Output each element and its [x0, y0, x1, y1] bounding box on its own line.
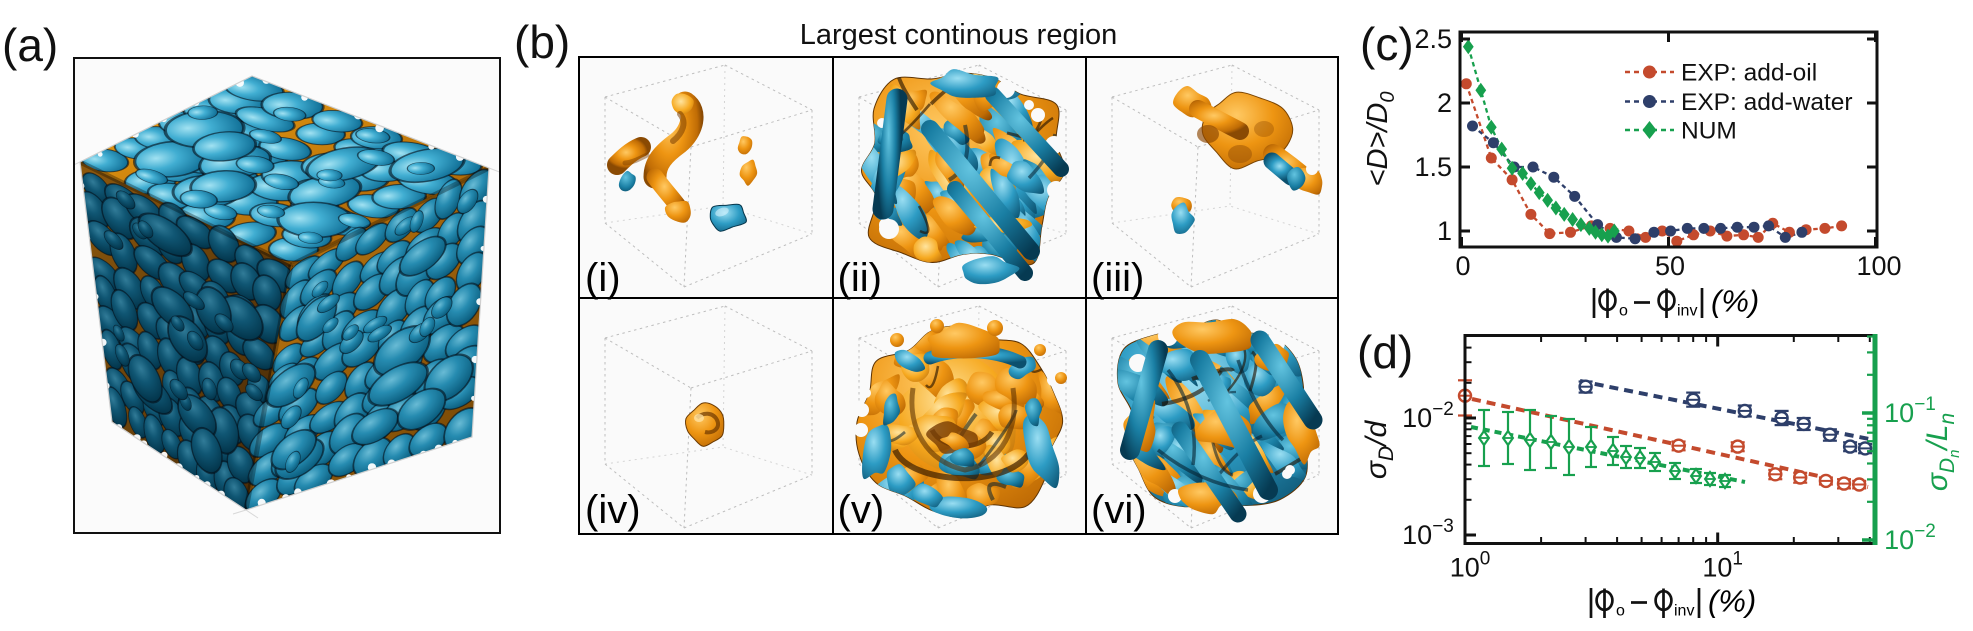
svg-text:inv: inv: [1674, 603, 1694, 620]
svg-text:(d): (d): [1357, 326, 1413, 378]
svg-text:o: o: [1619, 303, 1628, 320]
svg-text:10−1: 10−1: [1884, 394, 1936, 428]
svg-text:50: 50: [1655, 251, 1685, 281]
svg-text:2: 2: [1437, 88, 1452, 118]
svg-text:(%): (%): [1708, 584, 1756, 619]
svg-text:2.5: 2.5: [1414, 24, 1452, 54]
svg-text:(%): (%): [1711, 284, 1759, 319]
svg-text:σDn/Ln: σDn/Ln: [1921, 413, 1963, 491]
svg-text:10−2: 10−2: [1402, 399, 1454, 433]
svg-text:10−3: 10−3: [1402, 516, 1454, 550]
svg-text:NUM: NUM: [1681, 118, 1737, 145]
svg-text:1: 1: [1437, 216, 1452, 246]
svg-text:101: 101: [1702, 549, 1743, 583]
svg-text:EXP: add-water: EXP: add-water: [1681, 89, 1853, 116]
svg-text:10−2: 10−2: [1884, 521, 1936, 555]
svg-text:0: 0: [1455, 251, 1470, 281]
svg-text:inv: inv: [1677, 303, 1697, 320]
svg-text:(c): (c): [1360, 18, 1414, 70]
svg-text:σD/d: σD/d: [1360, 420, 1398, 480]
svg-text:1.5: 1.5: [1414, 152, 1452, 182]
svg-text:<D>/D0: <D>/D0: [1362, 92, 1399, 187]
svg-text:100: 100: [1450, 549, 1491, 583]
svg-text:100: 100: [1856, 251, 1901, 281]
svg-text:EXP: add-oil: EXP: add-oil: [1681, 60, 1817, 87]
svg-text:o: o: [1616, 603, 1625, 620]
